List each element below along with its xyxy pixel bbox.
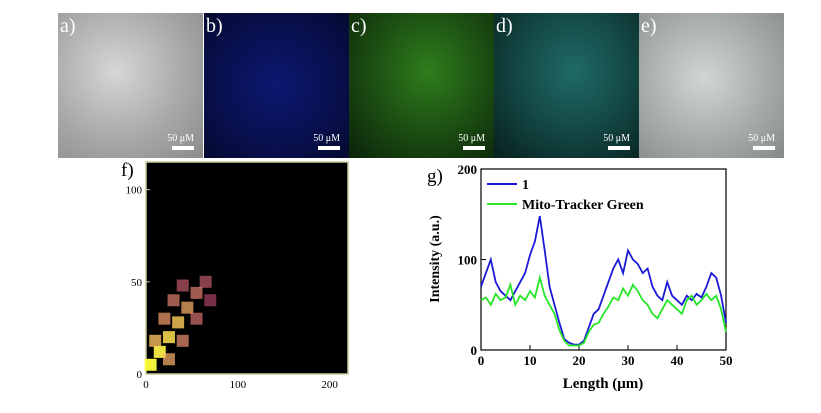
x-tick-label: 30 bbox=[622, 353, 635, 368]
panel-a-scalebar-label: 50 μM bbox=[167, 133, 194, 144]
heatmap-label: f) bbox=[121, 160, 134, 181]
y-axis-label: Intensity (a.u.) bbox=[428, 215, 443, 303]
heatmap-cell bbox=[158, 312, 171, 325]
panel-e-scalebar-label: 50 μM bbox=[748, 133, 775, 144]
x-tick-label: 50 bbox=[720, 353, 733, 368]
heatmap-cell bbox=[162, 331, 175, 344]
y-tick-label: 0 bbox=[471, 343, 478, 358]
panel-b-label: b) bbox=[206, 15, 223, 37]
x-tick-label: 0 bbox=[478, 353, 485, 368]
heatmap-y-tick: 0 bbox=[137, 369, 143, 381]
panel-d-cyan: d) 50 μM bbox=[494, 13, 639, 158]
line-plot-frame bbox=[480, 168, 727, 351]
heatmap-cell bbox=[167, 294, 180, 307]
y-tick-label: 200 bbox=[458, 162, 478, 177]
panel-d-label: d) bbox=[496, 15, 513, 37]
heatmap-plot-area bbox=[145, 161, 349, 375]
heatmap-y-tick: 50 bbox=[131, 277, 143, 289]
heatmap-cell bbox=[199, 275, 212, 288]
panel-c-green: c) 50 μM bbox=[349, 13, 494, 158]
heatmap-x-tick: 200 bbox=[321, 379, 338, 391]
heatmap-x-tick: 0 bbox=[143, 379, 149, 391]
panel-b-blue: b) 50 μM bbox=[204, 13, 349, 158]
intensity-line-chart: g) 0 10 20 30 40 50 0 100 200 1 Mito-Tracker Gree… bbox=[427, 162, 733, 392]
panel-a-brightfield: a) 50 μM bbox=[58, 13, 203, 158]
legend-label-1: Mito-Tracker Green bbox=[522, 198, 644, 213]
heatmap-cell bbox=[172, 316, 185, 329]
series-line-0 bbox=[480, 215, 727, 346]
heatmap-cell bbox=[176, 334, 189, 347]
panel-a-label: a) bbox=[60, 15, 76, 37]
panel-c-scalebar bbox=[463, 146, 485, 150]
panel-b-scalebar-label: 50 μM bbox=[313, 133, 340, 144]
colocalization-heatmap: f) 0 100 200 0 50 100 bbox=[121, 160, 349, 391]
series-line-1 bbox=[480, 274, 727, 347]
heatmap-cell bbox=[181, 301, 194, 314]
panel-b-scalebar bbox=[318, 146, 340, 150]
panel-d-scalebar bbox=[608, 146, 630, 150]
heatmap-cell bbox=[162, 353, 175, 366]
panel-c-scalebar-label: 50 μM bbox=[458, 133, 485, 144]
x-tick-label: 10 bbox=[524, 353, 537, 368]
panel-a-scalebar bbox=[172, 146, 194, 150]
heatmap-cell bbox=[153, 345, 166, 358]
panel-e-overlay: e) 50 μM bbox=[639, 13, 784, 158]
panel-d-scalebar-label: 50 μM bbox=[603, 133, 630, 144]
x-tick-label: 20 bbox=[573, 353, 586, 368]
heatmap-y-tick: 100 bbox=[126, 185, 143, 197]
x-tick-label: 40 bbox=[671, 353, 684, 368]
heatmap-cell bbox=[190, 312, 203, 325]
panel-e-scalebar bbox=[753, 146, 775, 150]
heatmap-cell bbox=[176, 279, 189, 292]
heatmap-cell bbox=[204, 294, 217, 307]
line-chart-label: g) bbox=[427, 166, 443, 187]
heatmap-cell bbox=[190, 286, 203, 299]
heatmap-cell bbox=[149, 334, 162, 347]
panel-c-label: c) bbox=[351, 15, 367, 37]
legend-label-0: 1 bbox=[522, 178, 529, 193]
heatmap-cell bbox=[144, 358, 157, 371]
y-tick-label: 100 bbox=[458, 253, 478, 268]
panel-e-label: e) bbox=[641, 15, 657, 37]
x-axis-label: Length (μm) bbox=[563, 376, 644, 392]
heatmap-x-tick: 100 bbox=[230, 379, 247, 391]
